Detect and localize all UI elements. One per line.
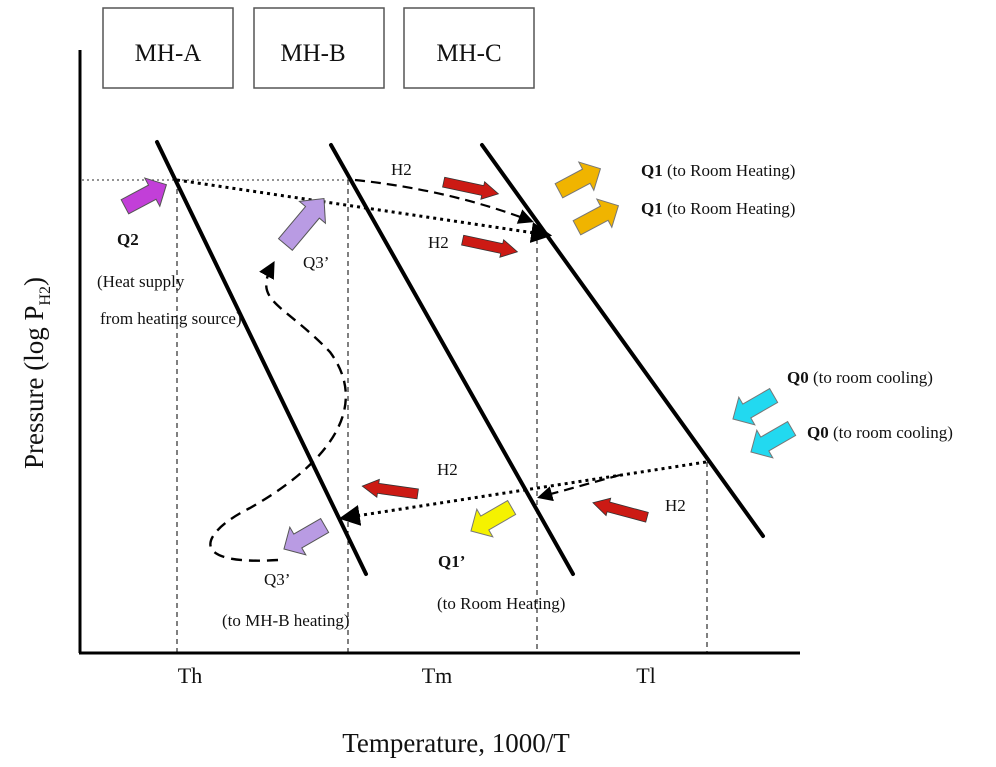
x-tick-th: Th — [178, 663, 202, 688]
alloy-label-mh-b: MH-B — [280, 40, 345, 67]
q1-lower-symbol: Q1 — [641, 199, 663, 218]
lower-dotted-flow — [338, 460, 707, 526]
isotherm-mh-a — [155, 140, 368, 576]
h2-arrow-upper-2 — [461, 234, 519, 258]
q3-prime-lower-label: Q3’ — [264, 570, 290, 589]
q2-description-line-1: (Heat supply — [97, 272, 185, 291]
q0-cooling-arrow-upper — [732, 387, 779, 426]
temperature-guides — [176, 180, 708, 653]
q3-upper-heat-arrow — [277, 197, 327, 252]
q0-upper-symbol: Q0 — [787, 368, 809, 387]
h2-lower-label-1: H2 — [437, 460, 458, 479]
h2-upper-label-2: H2 — [428, 233, 449, 252]
h2-arrow-upper-1 — [442, 176, 500, 200]
q1-heat-arrow-lower — [572, 198, 620, 236]
alloy-label-mh-a: MH-A — [135, 40, 202, 67]
h2-arrow-lower-1 — [361, 478, 419, 500]
q1-upper-symbol: Q1 — [641, 161, 663, 180]
q0-label-lower: Q0 (to room cooling) — [807, 423, 953, 442]
y-axis-title: Pressure (log PH2) — [19, 277, 54, 469]
q2-description-line-2: from heating source) — [100, 309, 242, 328]
h2-upper-label-1: H2 — [391, 160, 412, 179]
x-tick-tm: Tm — [422, 663, 453, 688]
q0-label-upper: Q0 (to room cooling) — [787, 368, 933, 387]
q1-heat-arrow-upper — [554, 161, 602, 199]
q0-lower-symbol: Q0 — [807, 423, 829, 442]
q1-prime-description: (to Room Heating) — [437, 594, 565, 613]
q1-upper-description: (to Room Heating) — [663, 161, 796, 180]
q3-lower-heat-arrow — [283, 517, 330, 556]
q1-lower-description: (to Room Heating) — [663, 199, 796, 218]
q1-prime-label: Q1’ — [438, 552, 465, 571]
q0-lower-description: (to room cooling) — [829, 423, 953, 442]
q1-label-lower: Q1 (to Room Heating) — [641, 199, 795, 218]
lower-dashed-flow — [537, 473, 621, 502]
y-axis-title-subscript: H2 — [37, 286, 54, 306]
x-axis-title: Temperature, 1000/T — [342, 728, 570, 758]
alloy-label-mh-c: MH-C — [436, 40, 501, 67]
q0-upper-description: (to room cooling) — [809, 368, 933, 387]
h2-arrows — [361, 176, 649, 523]
x-tick-tl: Tl — [636, 663, 656, 688]
q2-heat-arrow — [120, 177, 168, 215]
alloy-box-mh-b: MH-B — [253, 7, 385, 89]
y-axis-title-main: Pressure (log P — [19, 306, 49, 470]
q2-label: Q2 — [117, 230, 139, 249]
h2-arrow-lower-2 — [592, 497, 649, 523]
q0-cooling-arrow-lower — [750, 420, 797, 459]
q1-label-upper: Q1 (to Room Heating) — [641, 161, 795, 180]
alloy-box-mh-a: MH-A — [102, 7, 234, 89]
q3-prime-lower-description: (to MH-B heating) — [222, 611, 349, 630]
q3-prime-upper-label: Q3’ — [303, 253, 329, 272]
q1-prime-heat-arrow — [470, 499, 517, 538]
alloy-box-mh-c: MH-C — [403, 7, 535, 89]
isotherm-mh-b — [329, 143, 575, 576]
h2-lower-label-2: H2 — [665, 496, 686, 515]
y-axis-title-close: ) — [19, 277, 49, 286]
upper-dashed-flow — [354, 178, 534, 224]
q3-heat-recovery-curve — [209, 261, 347, 562]
